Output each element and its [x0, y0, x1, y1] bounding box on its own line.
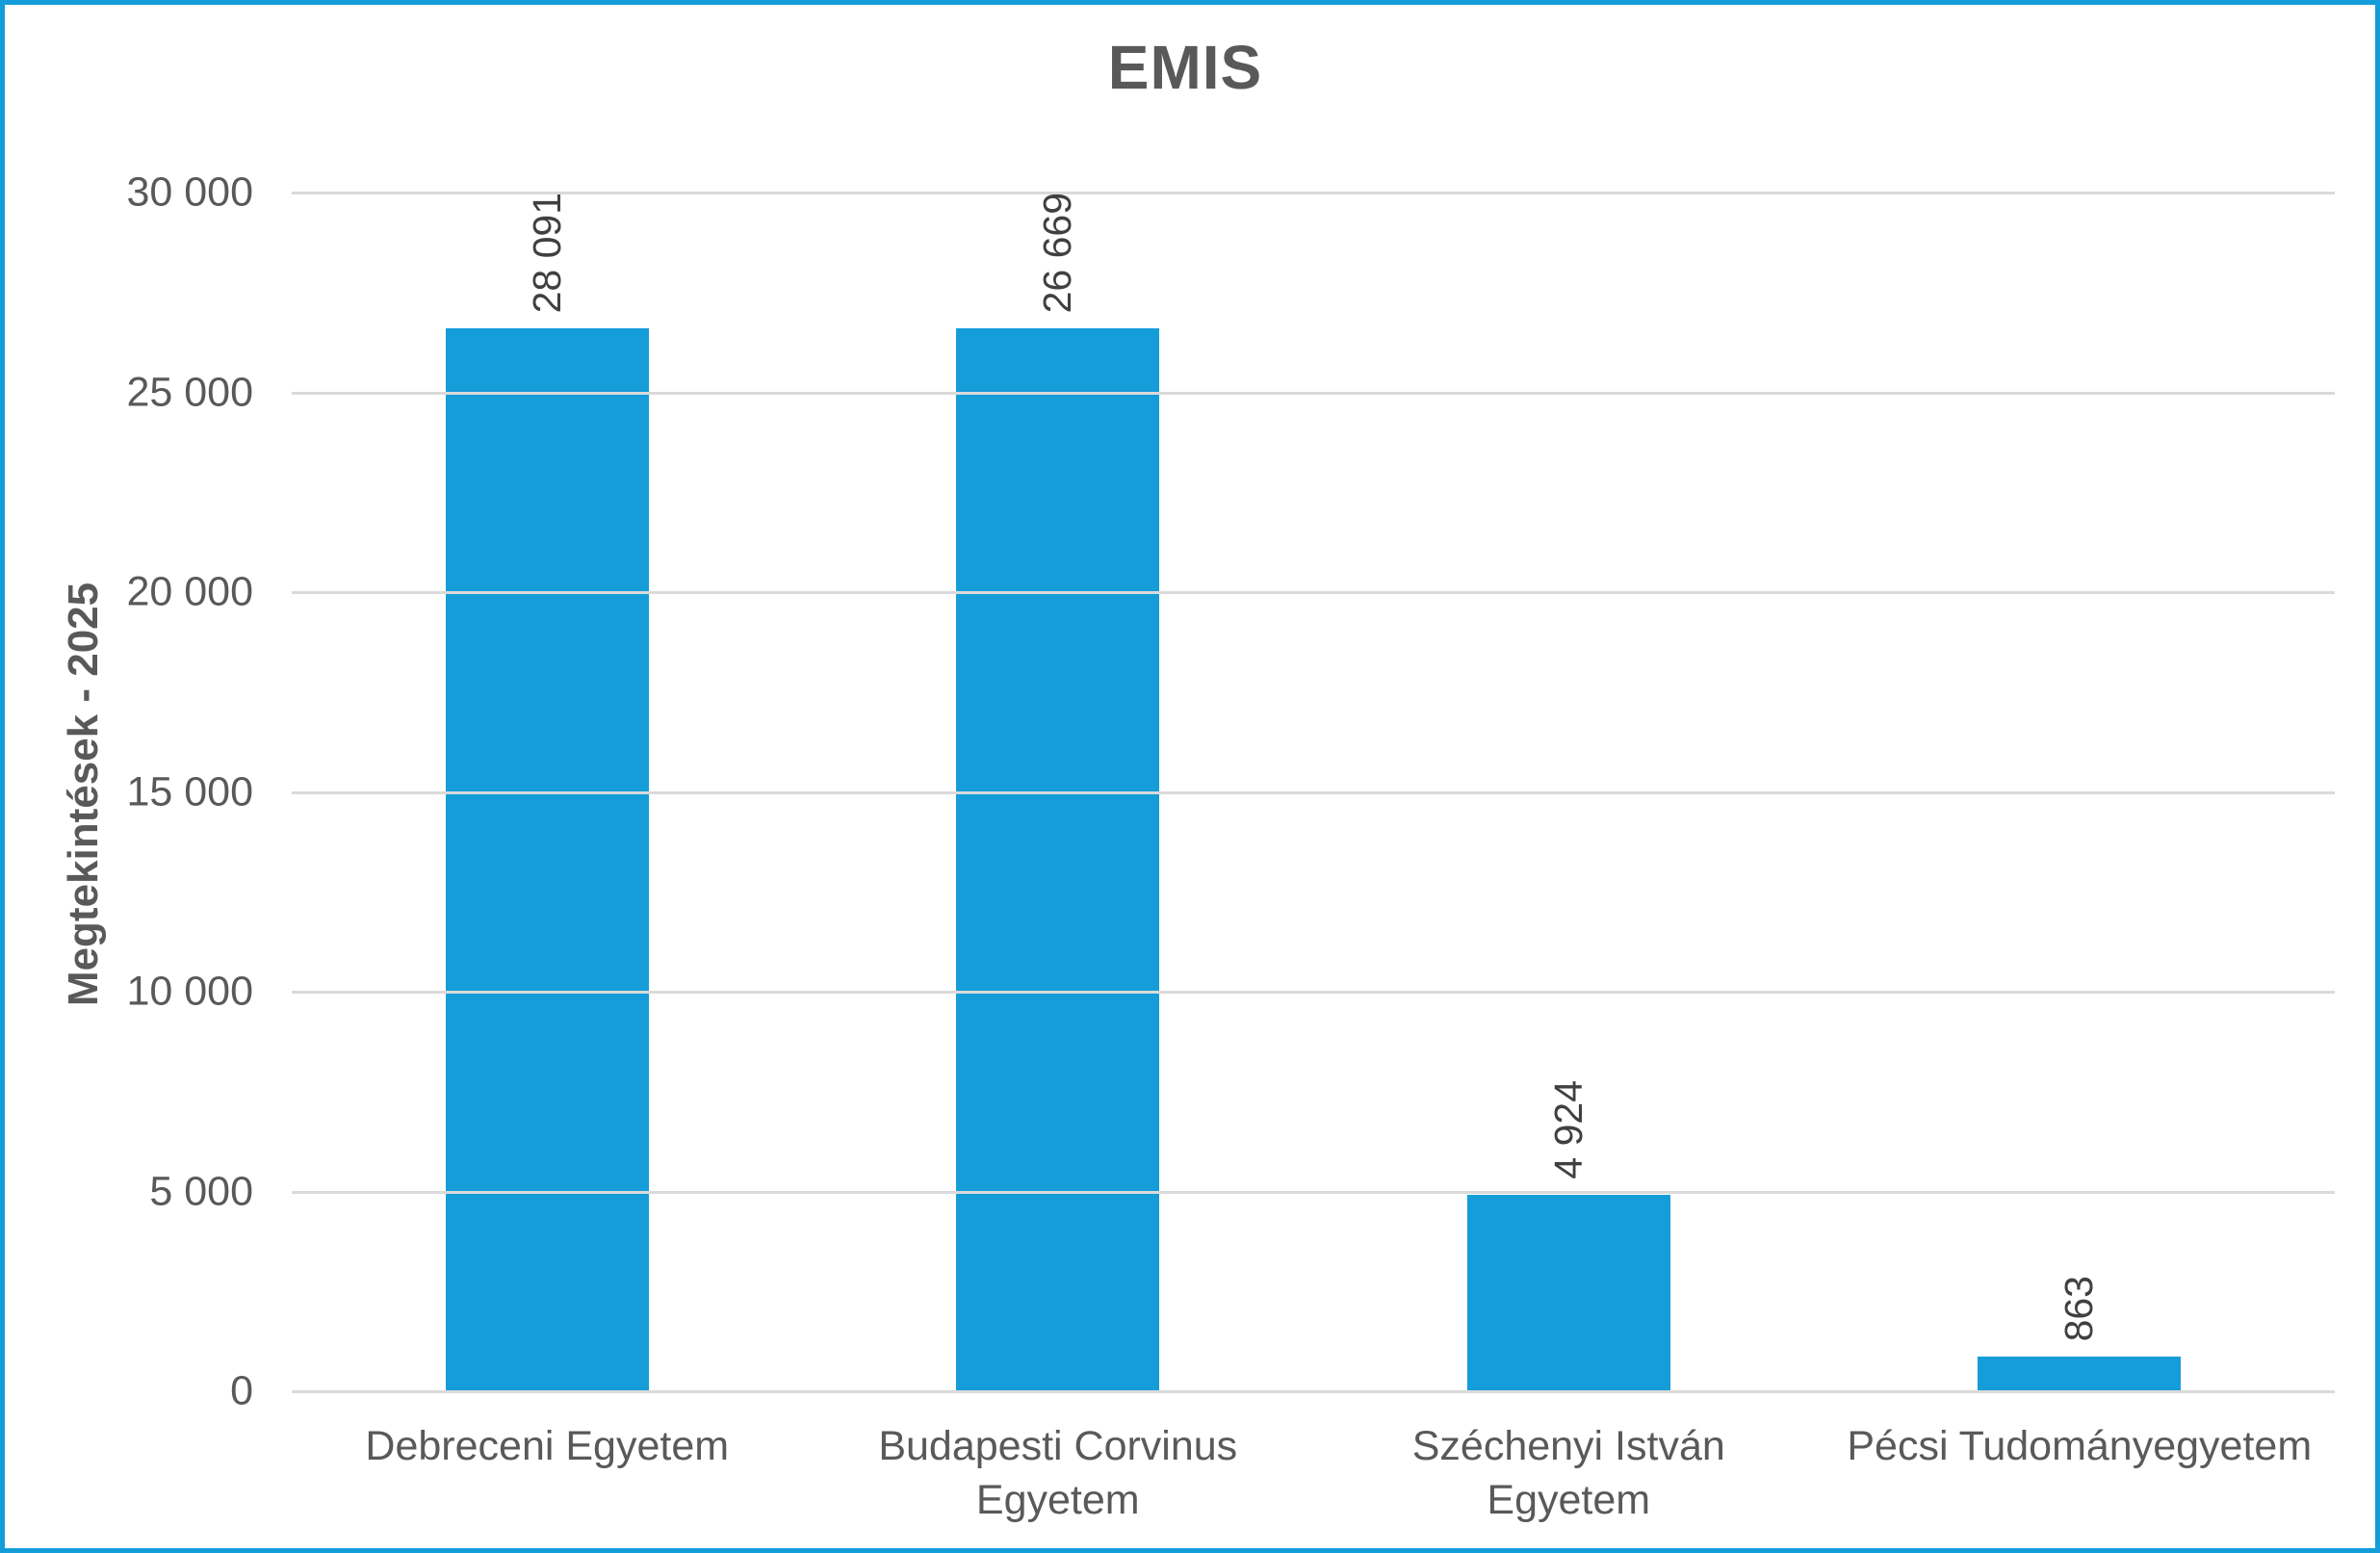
- bar: [956, 328, 1160, 1391]
- bar-data-label: 4 924: [1545, 1080, 1591, 1179]
- x-category-label: Széchenyi István Egyetem: [1411, 1423, 1725, 1523]
- bar-data-label: 28 091: [524, 193, 569, 314]
- bar: [1978, 1357, 2182, 1391]
- chart-title: EMIS: [1107, 33, 1263, 102]
- x-category-label: Budapesti Corvinus Egyetem: [878, 1423, 1238, 1523]
- x-label-cell: Budapesti Corvinus Egyetem: [803, 1420, 1314, 1528]
- bar-data-label: 863: [2057, 1275, 2102, 1342]
- y-tick-label-20000: 20 000: [126, 568, 253, 615]
- x-category-label: Pécsi Tudományegyetem: [1847, 1423, 2313, 1469]
- x-label-cell: Pécsi Tudományegyetem: [1824, 1420, 2336, 1528]
- bar: [1466, 1194, 1670, 1391]
- gridline-0: [292, 1390, 2335, 1393]
- bar-slot: 863: [1824, 193, 2336, 1391]
- y-tick-label-10000: 10 000: [126, 968, 253, 1015]
- bar-slot: 4 924: [1313, 193, 1824, 1391]
- gridline-15000: [292, 790, 2335, 794]
- x-label-cell: Széchenyi István Egyetem: [1313, 1420, 1824, 1528]
- y-tick-label-0: 0: [230, 1367, 253, 1414]
- x-category-label: Debreceni Egyetem: [365, 1423, 730, 1469]
- gridline-25000: [292, 391, 2335, 395]
- y-tick-label-5000: 5 000: [149, 1168, 253, 1214]
- bar-slot: 26 669: [803, 193, 1314, 1391]
- y-tick-label-25000: 25 000: [126, 369, 253, 415]
- x-axis-category-labels: Debreceni Egyetem Budapesti Corvinus Egye…: [292, 1420, 2335, 1528]
- x-label-cell: Debreceni Egyetem: [292, 1420, 803, 1528]
- gridline-20000: [292, 591, 2335, 594]
- plot-area: 28 091 26 669 4 924 863: [292, 192, 2335, 1393]
- bar-data-label: 26 669: [1035, 193, 1080, 314]
- gridline-10000: [292, 991, 2335, 994]
- gridline-5000: [292, 1190, 2335, 1194]
- bars-layer: 28 091 26 669 4 924 863: [292, 193, 2335, 1391]
- gridline-30000: [292, 192, 2335, 194]
- bar: [445, 328, 649, 1391]
- bar-slot: 28 091: [292, 193, 803, 1391]
- y-tick-label-30000: 30 000: [126, 168, 253, 216]
- y-tick-label-15000: 15 000: [126, 768, 253, 815]
